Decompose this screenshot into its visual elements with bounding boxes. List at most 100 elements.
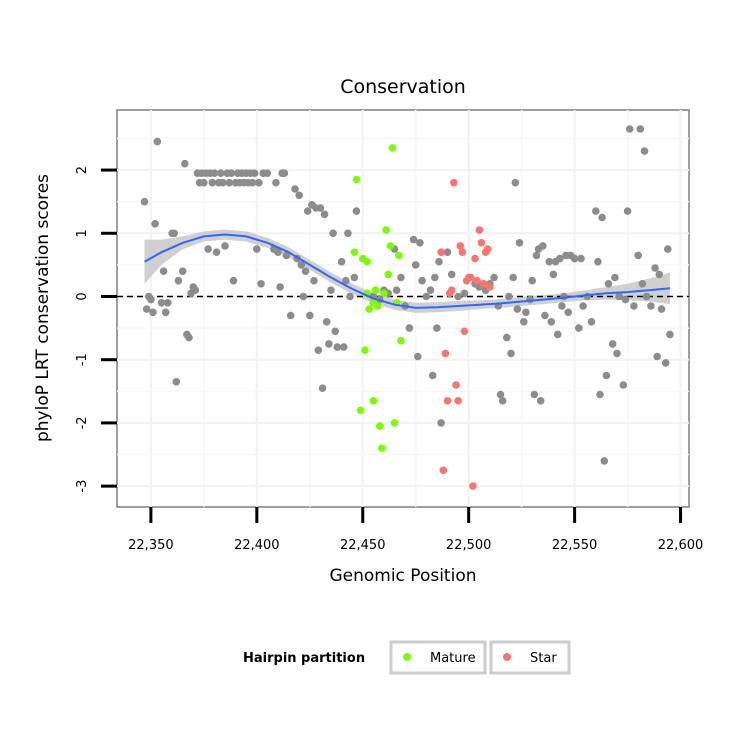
point-other-84 xyxy=(337,257,346,266)
point-other-174 xyxy=(634,251,642,260)
y-tick-label-1: -2 xyxy=(75,416,90,429)
point-mature-22 xyxy=(363,257,371,266)
point-other-145 xyxy=(553,330,562,339)
point-other-109 xyxy=(433,324,441,332)
x-tick-label-3: 22,500 xyxy=(446,538,492,553)
point-other-52 xyxy=(257,280,265,288)
legend-title: Hairpin partition xyxy=(243,651,365,666)
point-other-150 xyxy=(564,308,572,317)
point-star-18 xyxy=(475,226,484,234)
point-other-184 xyxy=(661,359,670,367)
point-other-153 xyxy=(575,324,583,332)
point-other-63 xyxy=(291,185,299,193)
point-other-4 xyxy=(149,308,157,317)
point-star-17 xyxy=(473,276,481,285)
point-other-155 xyxy=(579,302,587,310)
point-other-79 xyxy=(325,340,333,348)
point-star-20 xyxy=(479,280,488,288)
point-other-160 xyxy=(596,390,604,399)
chart-title: Conservation xyxy=(340,76,466,98)
point-other-8 xyxy=(159,267,168,276)
point-other-60 xyxy=(280,169,289,177)
point-other-51 xyxy=(255,178,263,187)
point-other-111 xyxy=(437,419,445,427)
point-other-12 xyxy=(170,229,178,238)
point-other-135 xyxy=(530,390,539,399)
point-mature-13 xyxy=(382,226,390,234)
point-other-114 xyxy=(454,292,462,301)
point-other-99 xyxy=(405,324,414,332)
point-other-50 xyxy=(252,245,261,253)
y-axis: -3 -2 -1 0 1 2 xyxy=(75,166,117,493)
point-other-143 xyxy=(549,270,558,279)
point-other-76 xyxy=(318,384,327,393)
point-other-38 xyxy=(227,169,236,177)
point-other-183 xyxy=(657,305,666,313)
point-other-25 xyxy=(200,178,208,187)
point-other-6 xyxy=(153,137,162,146)
legend-key-mature-box xyxy=(389,640,487,675)
point-mature-6 xyxy=(365,305,373,313)
point-other-176 xyxy=(638,280,647,288)
point-other-157 xyxy=(587,318,596,326)
point-other-168 xyxy=(615,292,623,301)
point-other-106 xyxy=(426,286,435,295)
point-star-3 xyxy=(443,397,452,405)
point-other-146 xyxy=(556,254,564,263)
point-other-65 xyxy=(295,191,304,200)
point-other-86 xyxy=(342,276,350,285)
point-other-125 xyxy=(505,292,513,301)
point-other-37 xyxy=(225,178,234,187)
point-star-0 xyxy=(437,248,445,256)
point-other-179 xyxy=(647,302,655,310)
point-mature-10 xyxy=(375,422,384,430)
point-other-167 xyxy=(613,349,621,358)
point-mature-16 xyxy=(388,144,397,152)
point-other-171 xyxy=(623,207,632,215)
point-other-0 xyxy=(140,197,149,206)
point-other-104 xyxy=(418,276,426,285)
point-other-172 xyxy=(625,125,634,133)
legend-label-mature: Mature xyxy=(430,651,476,666)
x-tick-label-4: 22,550 xyxy=(552,538,598,553)
point-other-102 xyxy=(414,352,422,361)
point-other-82 xyxy=(331,327,340,336)
point-mature-19 xyxy=(395,251,403,260)
y-tick-label-0: -3 xyxy=(75,480,90,493)
x-tick-label-5: 22,600 xyxy=(658,538,704,553)
point-other-16 xyxy=(181,159,189,168)
point-other-13 xyxy=(172,378,181,386)
point-other-159 xyxy=(594,257,602,266)
point-other-29 xyxy=(208,178,217,187)
point-other-21 xyxy=(191,286,200,295)
point-star-6 xyxy=(450,178,458,187)
point-other-69 xyxy=(303,207,312,215)
point-other-7 xyxy=(157,299,166,307)
point-other-83 xyxy=(333,343,342,351)
point-other-147 xyxy=(558,302,566,310)
point-other-178 xyxy=(642,292,651,301)
point-other-57 xyxy=(274,248,282,256)
point-other-72 xyxy=(310,276,318,285)
point-other-170 xyxy=(621,295,630,304)
smooth-trend-line xyxy=(144,233,670,309)
x-tick-label-2: 22,450 xyxy=(340,538,386,553)
point-other-88 xyxy=(346,292,354,301)
point-other-85 xyxy=(339,343,348,351)
point-mature-12 xyxy=(380,289,388,298)
point-other-166 xyxy=(611,273,619,282)
point-other-10 xyxy=(164,299,172,307)
point-other-177 xyxy=(640,147,649,155)
point-other-142 xyxy=(547,318,556,326)
point-other-74 xyxy=(314,346,323,355)
point-mature-2 xyxy=(356,406,365,415)
point-other-33 xyxy=(217,169,225,177)
point-other-97 xyxy=(397,273,405,282)
point-other-9 xyxy=(161,308,170,317)
legend-key-star-dot xyxy=(503,653,511,661)
point-star-14 xyxy=(467,273,475,282)
x-tick-label-0: 22,350 xyxy=(128,538,174,553)
point-other-34 xyxy=(219,178,227,187)
x-axis-title: Genomic Position xyxy=(329,566,476,586)
